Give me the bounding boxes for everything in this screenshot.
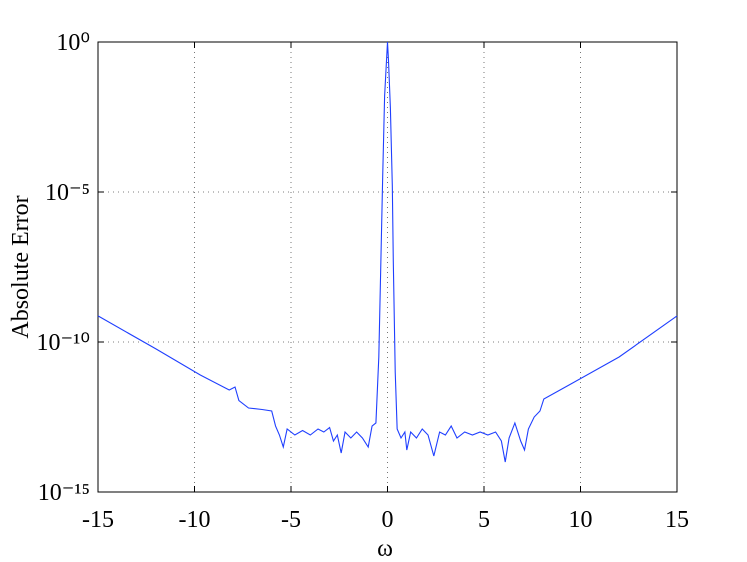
y-tick-label: 10⁻¹⁰	[37, 330, 90, 356]
x-tick-label: 15	[665, 507, 689, 533]
x-tick-label: -5	[281, 507, 301, 533]
x-tick-label: 0	[382, 507, 394, 533]
y-axis-label: Absolute Error	[8, 195, 34, 338]
x-axis-label: ω	[377, 536, 393, 562]
y-tick-label: 10⁻¹⁵	[38, 480, 90, 506]
x-tick-label: -10	[179, 507, 211, 533]
x-tick-label: -15	[82, 507, 114, 533]
x-tick-label: 5	[478, 507, 490, 533]
x-tick-label: 10	[569, 507, 593, 533]
y-tick-label: 10⁻⁵	[45, 180, 90, 206]
y-tick-label: 10⁰	[56, 30, 90, 56]
data-line	[97, 41, 678, 463]
